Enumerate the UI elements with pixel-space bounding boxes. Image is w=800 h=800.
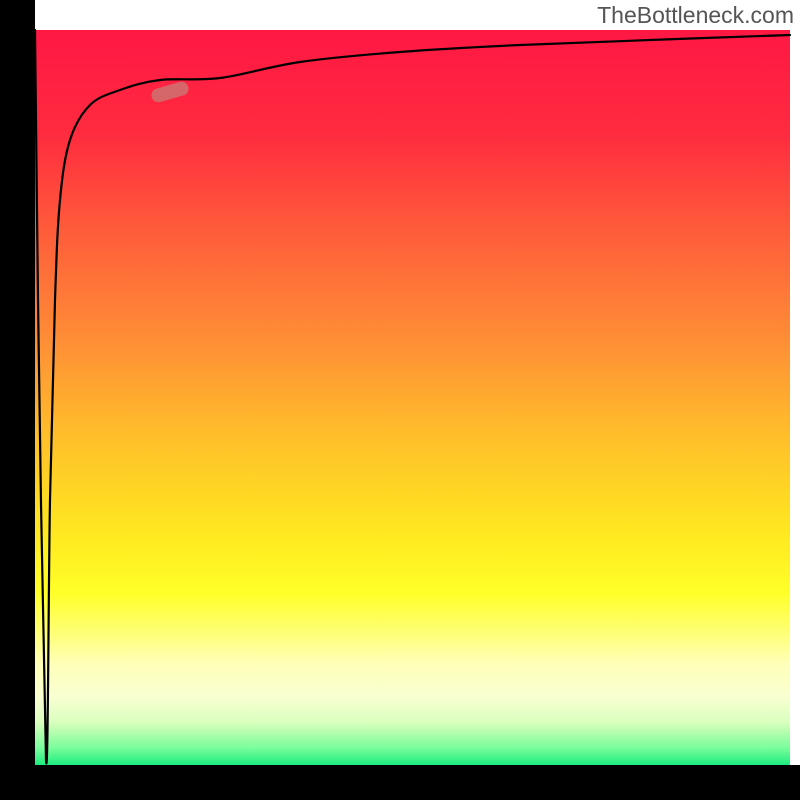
bottleneck-chart: TheBottleneck.com [0,0,800,800]
attribution-label: TheBottleneck.com [597,2,794,29]
chart-svg [0,0,800,800]
